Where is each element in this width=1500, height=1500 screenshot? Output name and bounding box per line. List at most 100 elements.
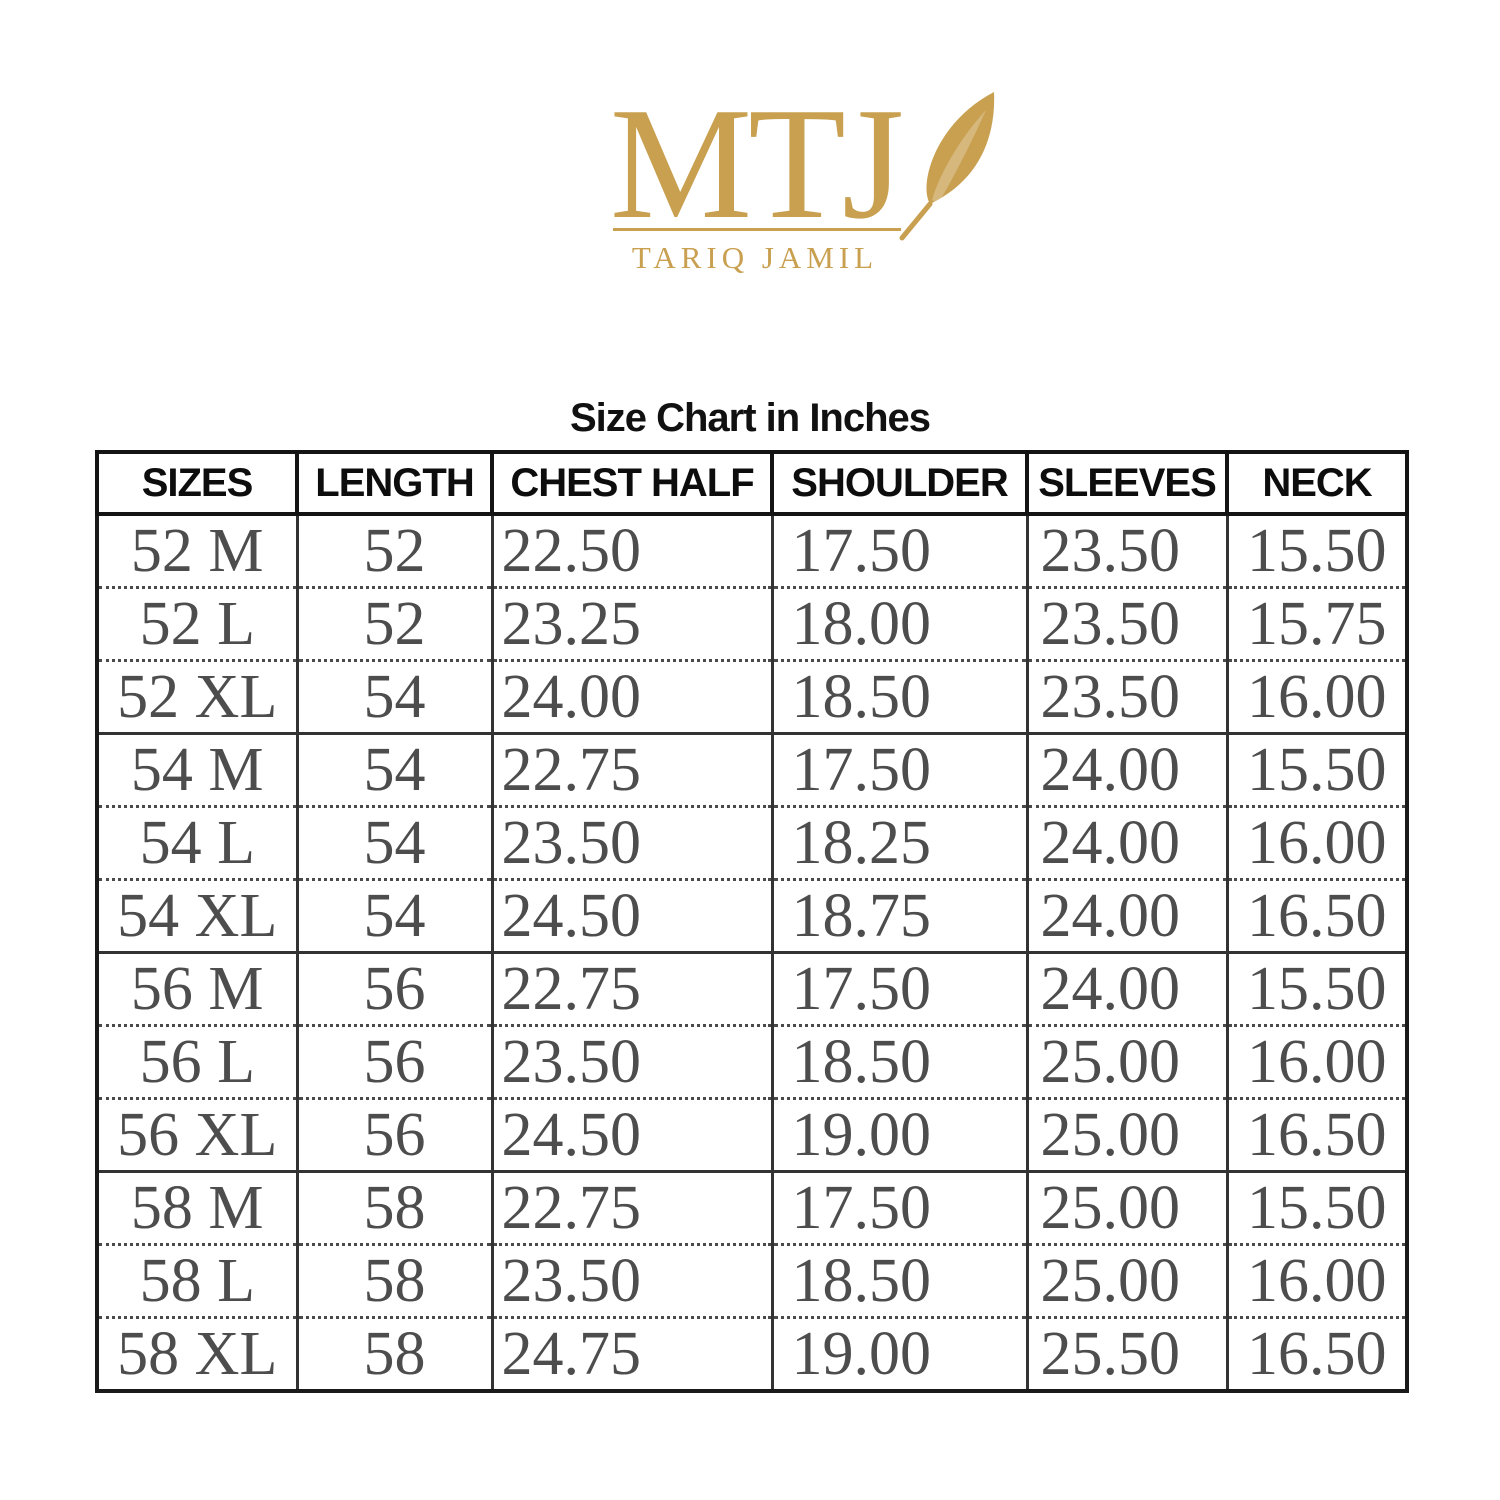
size-cell: 23.50 [490, 805, 774, 880]
size-cell: 54 [295, 732, 494, 807]
size-cell: 24.75 [490, 1316, 774, 1391]
column-header-shoulder: SHOULDER [770, 450, 1029, 516]
table-header: SIZES LENGTH CHEST HALF SHOULDER SLEEVES… [95, 450, 1409, 516]
size-cell: 23.50 [1025, 586, 1229, 661]
size-cell: 25.00 [1025, 1170, 1229, 1245]
size-cell: 56 [295, 1024, 494, 1099]
size-cell: 22.75 [490, 951, 774, 1026]
brand-subtitle: TARIQ JAMIL [631, 240, 879, 275]
size-cell: 52 [295, 586, 494, 661]
size-cell: 24.00 [1025, 805, 1229, 880]
table-row: 52 M 52 22.50 17.50 23.50 15.50 [95, 514, 1409, 588]
size-cell: 22.50 [490, 514, 774, 588]
column-header-sleeves: SLEEVES [1025, 450, 1229, 516]
size-cell: 18.50 [770, 1243, 1029, 1318]
size-cell: 24.00 [1025, 732, 1229, 807]
size-cell: 16.50 [1225, 1316, 1409, 1391]
size-cell: 54 L [95, 805, 299, 880]
size-cell: 17.50 [770, 951, 1029, 1026]
size-cell: 58 L [95, 1243, 299, 1318]
table-row: 58 XL 58 24.75 19.00 25.50 16.50 [95, 1316, 1409, 1391]
logo-divider [613, 228, 901, 231]
size-cell: 52 [295, 514, 494, 588]
size-cell: 23.50 [1025, 659, 1229, 734]
size-cell: 22.75 [490, 732, 774, 807]
size-cell: 18.50 [770, 1024, 1029, 1099]
size-cell: 17.50 [770, 1170, 1029, 1245]
size-cell: 15.50 [1225, 514, 1409, 588]
brand-logo: MTJ TARIQ JAMIL [10, 0, 1500, 300]
table-row: 56 XL 56 24.50 19.00 25.00 16.50 [95, 1097, 1409, 1172]
size-cell: 54 M [95, 732, 299, 807]
size-cell: 18.00 [770, 586, 1029, 661]
size-cell: 22.75 [490, 1170, 774, 1245]
size-cell: 15.50 [1225, 732, 1409, 807]
size-cell: 16.00 [1225, 1243, 1409, 1318]
size-cell: 25.00 [1025, 1243, 1229, 1318]
column-header-sizes: SIZES [95, 450, 299, 516]
size-cell: 56 [295, 1097, 494, 1172]
size-cell: 23.50 [1025, 514, 1229, 588]
size-cell: 15.50 [1225, 951, 1409, 1026]
size-cell: 18.25 [770, 805, 1029, 880]
size-cell: 24.00 [490, 659, 774, 734]
size-cell: 18.75 [770, 878, 1029, 953]
table-row: 56 L 56 23.50 18.50 25.00 16.00 [95, 1024, 1409, 1099]
page-title: Size Chart in Inches [569, 396, 931, 440]
size-chart-table: SIZES LENGTH CHEST HALF SHOULDER SLEEVES… [95, 450, 1409, 1393]
table-row: 56 M 56 22.75 17.50 24.00 15.50 [95, 951, 1409, 1026]
size-cell: 54 XL [95, 878, 299, 953]
size-cell: 56 M [95, 951, 299, 1026]
table-row: 52 XL 54 24.00 18.50 23.50 16.00 [95, 659, 1409, 734]
size-cell: 17.50 [770, 514, 1029, 588]
table-row: 54 M 54 22.75 17.50 24.00 15.50 [95, 732, 1409, 807]
size-cell: 19.00 [770, 1097, 1029, 1172]
size-cell: 58 [295, 1170, 494, 1245]
size-cell: 16.00 [1225, 805, 1409, 880]
size-cell: 56 XL [95, 1097, 299, 1172]
size-cell: 15.75 [1225, 586, 1409, 661]
size-cell: 16.00 [1225, 659, 1409, 734]
size-cell: 18.50 [770, 659, 1029, 734]
size-cell: 17.50 [770, 732, 1029, 807]
size-cell: 54 [295, 659, 494, 734]
column-header-neck: NECK [1225, 450, 1409, 516]
size-cell: 58 [295, 1243, 494, 1318]
column-header-length: LENGTH [295, 450, 494, 516]
size-cell: 24.00 [1025, 951, 1229, 1026]
size-cell: 16.00 [1225, 1024, 1409, 1099]
size-cell: 56 [295, 951, 494, 1026]
size-cell: 58 XL [95, 1316, 299, 1391]
size-cell: 23.50 [490, 1024, 774, 1099]
size-cell: 24.00 [1025, 878, 1229, 953]
size-cell: 25.00 [1025, 1097, 1229, 1172]
size-cell: 24.50 [490, 878, 774, 953]
table-row: 58 M 58 22.75 17.50 25.00 15.50 [95, 1170, 1409, 1245]
size-cell: 25.00 [1025, 1024, 1229, 1099]
size-table-body: 52 M 52 22.50 17.50 23.50 15.50 52 L 52 23.25 18.… [95, 514, 1409, 1391]
header-row: SIZES LENGTH CHEST HALF SHOULDER SLEEVES… [95, 450, 1409, 516]
size-cell: 54 [295, 805, 494, 880]
size-cell: 56 L [95, 1024, 299, 1099]
feather-quill-icon [899, 92, 995, 241]
size-cell: 52 M [95, 514, 299, 588]
size-cell: 24.50 [490, 1097, 774, 1172]
size-cell: 23.50 [490, 1243, 774, 1318]
brand-wordmark: MTJ [609, 74, 904, 252]
size-cell: 58 M [95, 1170, 299, 1245]
size-cell: 52 XL [95, 659, 299, 734]
table-row: 54 L 54 23.50 18.25 24.00 16.00 [95, 805, 1409, 880]
size-cell: 25.50 [1025, 1316, 1229, 1391]
size-cell: 19.00 [770, 1316, 1029, 1391]
size-cell: 52 L [95, 586, 299, 661]
table-row: 54 XL 54 24.50 18.75 24.00 16.50 [95, 878, 1409, 953]
size-cell: 54 [295, 878, 494, 953]
size-cell: 16.50 [1225, 878, 1409, 953]
size-cell: 23.25 [490, 586, 774, 661]
table-row: 52 L 52 23.25 18.00 23.50 15.75 [95, 586, 1409, 661]
size-cell: 58 [295, 1316, 494, 1391]
size-cell: 15.50 [1225, 1170, 1409, 1245]
size-cell: 16.50 [1225, 1097, 1409, 1172]
table-row: 58 L 58 23.50 18.50 25.00 16.00 [95, 1243, 1409, 1318]
